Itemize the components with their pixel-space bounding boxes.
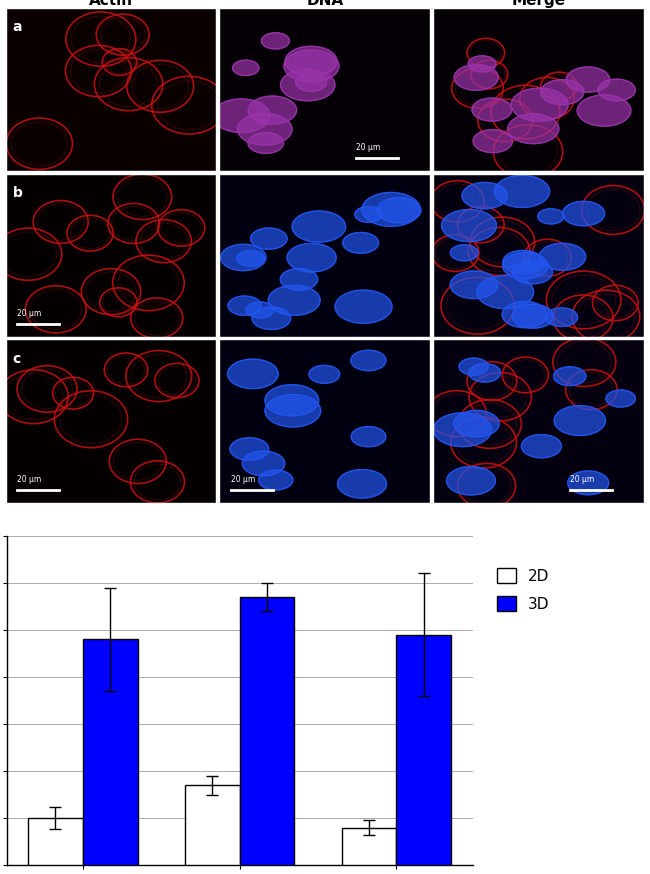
Text: A: A (0, 0, 7, 4)
Ellipse shape (280, 268, 318, 290)
Ellipse shape (502, 253, 548, 279)
Title: DNA: DNA (306, 0, 344, 8)
Ellipse shape (377, 198, 421, 223)
Ellipse shape (540, 243, 586, 270)
Ellipse shape (459, 358, 488, 375)
Ellipse shape (248, 96, 296, 124)
Ellipse shape (251, 228, 287, 249)
Ellipse shape (434, 413, 491, 447)
Ellipse shape (351, 350, 386, 371)
Bar (28, 818, 83, 865)
Ellipse shape (280, 69, 335, 101)
Ellipse shape (495, 176, 550, 207)
Ellipse shape (606, 390, 636, 407)
Ellipse shape (513, 260, 552, 284)
Ellipse shape (553, 367, 586, 385)
Ellipse shape (237, 251, 265, 267)
Ellipse shape (450, 245, 478, 260)
Title: Merge: Merge (512, 0, 566, 8)
Legend: 2D, 3D: 2D, 3D (489, 560, 557, 620)
Ellipse shape (246, 302, 274, 318)
Ellipse shape (512, 304, 554, 329)
Text: 20 μm: 20 μm (356, 143, 381, 152)
Ellipse shape (541, 80, 584, 105)
Text: 20 μm: 20 μm (17, 309, 41, 318)
Ellipse shape (228, 296, 261, 316)
Ellipse shape (296, 73, 326, 92)
Ellipse shape (441, 210, 497, 241)
Ellipse shape (502, 302, 547, 328)
Ellipse shape (502, 250, 543, 274)
Ellipse shape (287, 243, 336, 272)
Ellipse shape (242, 451, 285, 475)
Ellipse shape (577, 95, 631, 126)
Ellipse shape (237, 114, 292, 145)
Ellipse shape (545, 308, 578, 327)
Ellipse shape (454, 65, 499, 90)
Ellipse shape (469, 364, 500, 382)
Text: a: a (13, 20, 22, 34)
Ellipse shape (566, 67, 610, 93)
Ellipse shape (337, 469, 387, 498)
Ellipse shape (268, 285, 320, 316)
Ellipse shape (562, 201, 604, 225)
Ellipse shape (538, 209, 564, 224)
Ellipse shape (259, 470, 292, 490)
Ellipse shape (292, 211, 346, 242)
Ellipse shape (335, 290, 392, 323)
Bar (341, 828, 396, 865)
Ellipse shape (508, 114, 559, 143)
Ellipse shape (252, 307, 291, 329)
Ellipse shape (261, 32, 289, 49)
Ellipse shape (468, 56, 496, 72)
Ellipse shape (472, 98, 512, 121)
Ellipse shape (248, 133, 283, 154)
Ellipse shape (567, 471, 608, 495)
Bar (240, 597, 294, 865)
Ellipse shape (462, 183, 508, 209)
Ellipse shape (220, 244, 266, 271)
Ellipse shape (265, 394, 320, 427)
Ellipse shape (598, 80, 635, 101)
Ellipse shape (473, 129, 513, 153)
Ellipse shape (285, 46, 337, 77)
Ellipse shape (554, 406, 605, 435)
Ellipse shape (284, 50, 339, 82)
Ellipse shape (343, 232, 378, 253)
Ellipse shape (454, 411, 499, 437)
Title: Actin: Actin (89, 0, 133, 8)
Ellipse shape (521, 434, 562, 458)
Ellipse shape (309, 365, 340, 384)
Ellipse shape (227, 359, 278, 389)
Text: b: b (13, 186, 23, 200)
Bar (83, 640, 138, 865)
Text: 20 μm: 20 μm (17, 475, 41, 483)
Ellipse shape (230, 438, 269, 461)
Bar (396, 635, 451, 865)
Ellipse shape (213, 99, 270, 133)
Ellipse shape (511, 88, 568, 121)
Text: c: c (13, 351, 21, 365)
Ellipse shape (450, 271, 498, 299)
Text: 20 μm: 20 μm (570, 475, 594, 483)
Ellipse shape (362, 192, 420, 226)
Ellipse shape (265, 385, 318, 416)
Bar (185, 785, 240, 865)
Text: 20 μm: 20 μm (231, 475, 255, 483)
Ellipse shape (351, 427, 386, 447)
Ellipse shape (477, 275, 534, 309)
Ellipse shape (355, 206, 382, 222)
Ellipse shape (233, 60, 259, 75)
Ellipse shape (447, 467, 495, 495)
